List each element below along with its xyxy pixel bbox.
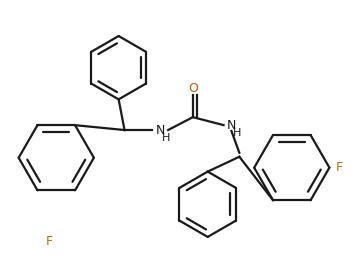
Text: H: H (162, 133, 170, 143)
Text: F: F (336, 161, 343, 174)
Text: F: F (46, 235, 53, 248)
Text: N: N (156, 124, 165, 136)
Text: O: O (188, 82, 198, 95)
Text: N: N (227, 119, 236, 132)
Text: H: H (233, 128, 242, 138)
